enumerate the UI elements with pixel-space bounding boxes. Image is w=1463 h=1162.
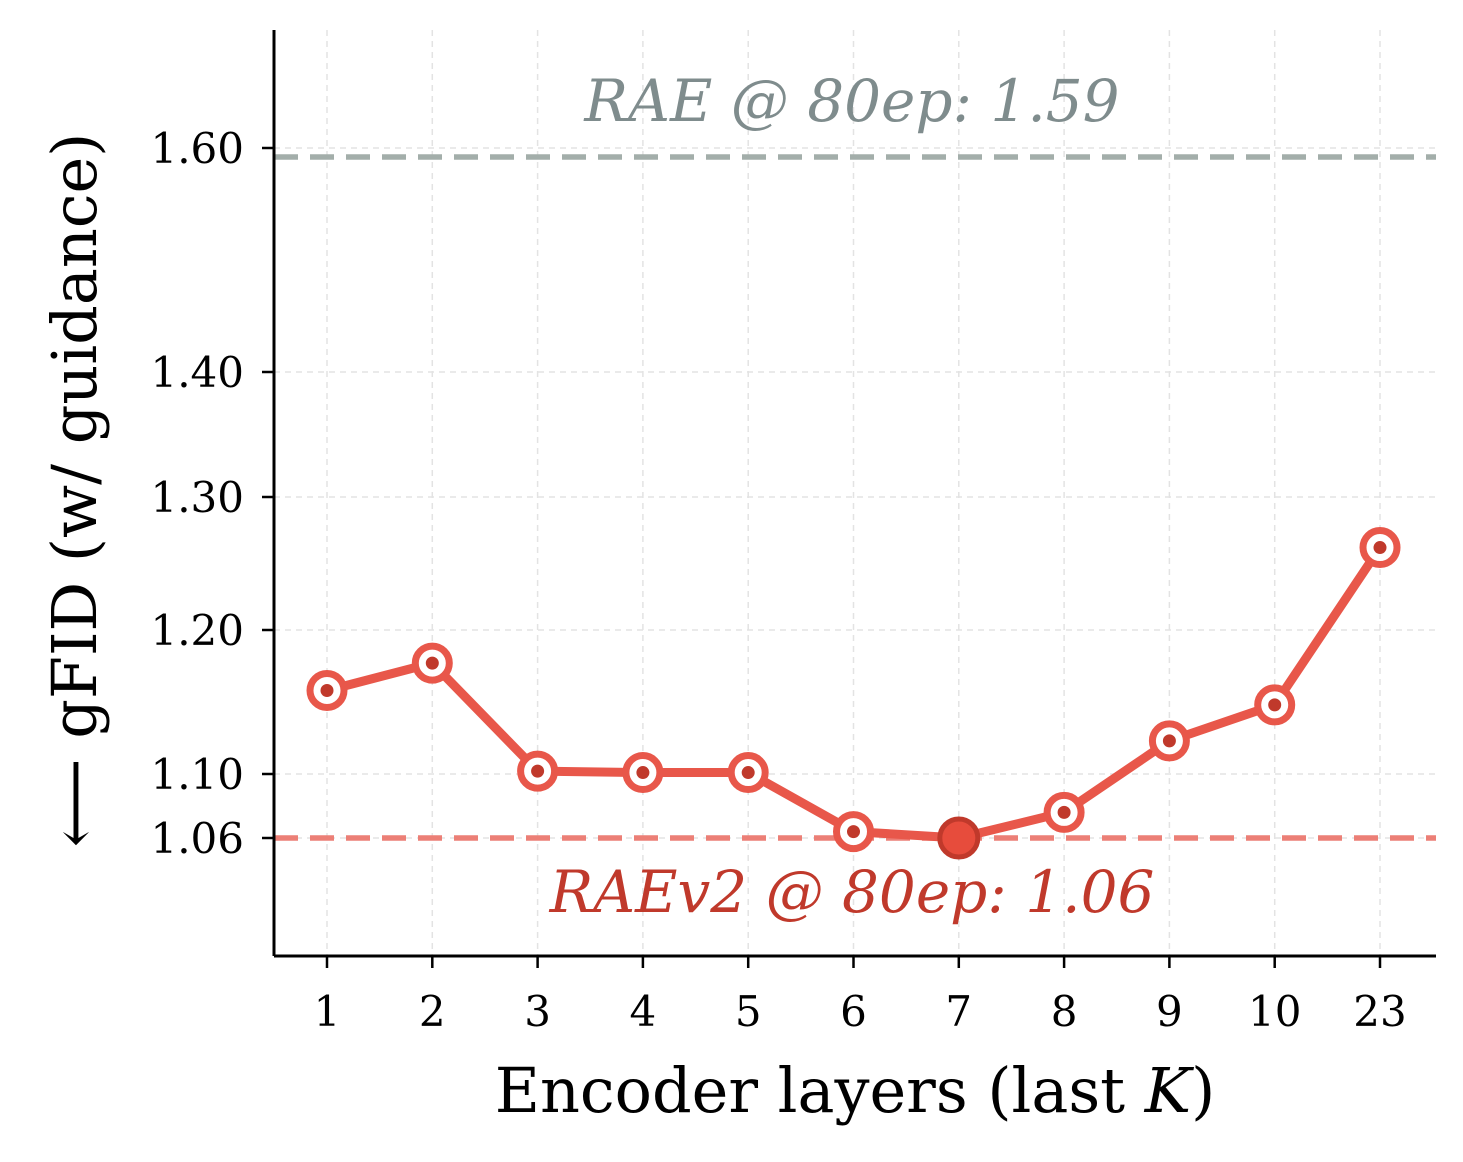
x-tick-label: 9 bbox=[1156, 987, 1183, 1036]
x-tick-label: 2 bbox=[419, 987, 446, 1036]
y-tick-label: 1.20 bbox=[150, 606, 244, 655]
data-point-center bbox=[741, 766, 755, 780]
data-point-center bbox=[425, 656, 439, 670]
data-point-center bbox=[320, 683, 334, 697]
axes bbox=[272, 30, 1436, 958]
y-tick-label: 1.30 bbox=[150, 473, 244, 522]
reference-lines bbox=[274, 154, 1436, 841]
x-tick-label: 6 bbox=[840, 987, 867, 1036]
x-axis-title: Encoder layers (last K) bbox=[495, 1054, 1216, 1127]
data-point-center bbox=[1057, 805, 1071, 819]
y-tick-label: 1.06 bbox=[150, 814, 244, 863]
data-point-center bbox=[1373, 541, 1387, 555]
reference-label: RAEv2 @ 80ep: 1.06 bbox=[549, 858, 1155, 926]
y-tick-label: 1.40 bbox=[150, 348, 244, 397]
reference-label: RAE @ 80ep: 1.59 bbox=[583, 67, 1119, 135]
x-tick-label: 3 bbox=[524, 987, 551, 1036]
y-tick-label: 1.10 bbox=[150, 750, 244, 799]
reference-labels: RAE @ 80ep: 1.59 RAEv2 @ 80ep: 1.06 bbox=[549, 67, 1155, 926]
y-axis-title: ⟵ gFID (w/ guidance) bbox=[38, 133, 111, 848]
data-point-center bbox=[531, 764, 545, 778]
data-point-center bbox=[847, 825, 860, 839]
x-tick-label: 5 bbox=[735, 987, 762, 1036]
y-ticks: 1.06 1.10 1.20 1.30 1.40 1.60 bbox=[150, 124, 274, 863]
y-tick-label: 1.60 bbox=[150, 124, 244, 173]
x-tick-label: 23 bbox=[1353, 987, 1406, 1036]
highlight-point bbox=[937, 816, 981, 860]
data-point-center bbox=[1268, 698, 1282, 712]
grid-lines bbox=[274, 30, 1436, 956]
data-point-center bbox=[636, 766, 650, 780]
data-point-center bbox=[1162, 734, 1176, 748]
y-axis-title-group: ⟵ gFID (w/ guidance) bbox=[38, 133, 111, 848]
series-markers bbox=[306, 527, 1401, 860]
x-tick-label: 10 bbox=[1248, 987, 1301, 1036]
x-tick-label: 7 bbox=[945, 987, 972, 1036]
y-axis-arrow: ⟵ bbox=[38, 758, 111, 847]
x-tick-label: 1 bbox=[314, 987, 341, 1036]
x-ticks: 1 2 3 4 5 6 7 8 9 10 23 bbox=[314, 956, 1407, 1036]
x-tick-label: 4 bbox=[630, 987, 657, 1036]
x-tick-label: 8 bbox=[1051, 987, 1078, 1036]
